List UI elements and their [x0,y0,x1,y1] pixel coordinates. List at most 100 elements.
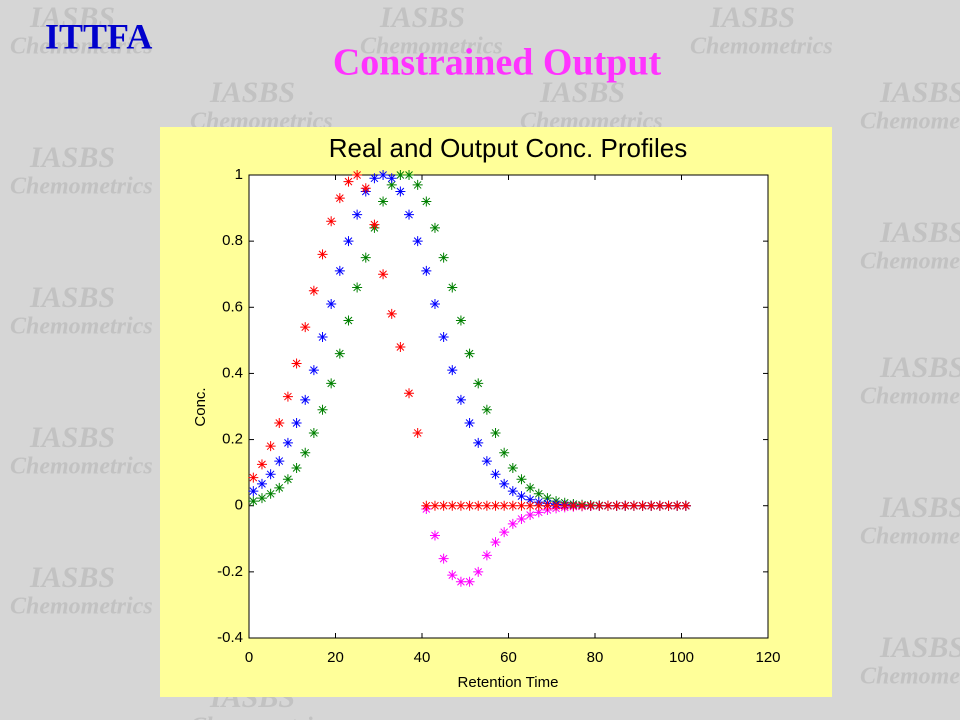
x-tick-label: 120 [755,649,780,666]
data-point [568,500,579,511]
data-point [282,437,293,448]
watermark-logo: IASBS [879,351,960,384]
data-point [248,486,259,497]
data-point [490,469,501,480]
watermark-logo: IASBS [709,1,795,34]
data-point [585,500,596,511]
data-point [481,550,492,561]
data-point [525,500,536,511]
data-point [447,282,458,293]
data-point [369,219,380,230]
data-point [265,441,276,452]
watermark-text: Chemometrics [360,34,503,60]
watermark-text: Chemometrics [860,664,960,690]
data-point [429,298,440,309]
data-point [490,537,501,548]
data-point [481,500,492,511]
data-point [429,530,440,541]
data-point [516,491,527,502]
data-point [464,576,475,587]
data-point [464,418,475,429]
data-point [248,472,259,483]
watermark-text: Chemometrics [10,34,153,60]
data-point [256,478,267,489]
data-point [378,196,389,207]
data-point [533,488,544,499]
data-point [326,378,337,389]
x-tick-label: 20 [327,649,344,666]
watermark-logo: IASBS [379,1,465,34]
y-tick-label: -0.2 [217,563,243,580]
badge: ITTFA [45,16,152,56]
data-point [455,576,466,587]
data-point [680,500,691,511]
watermark-text: Chemometrics [860,524,960,550]
data-point [551,500,562,511]
slide-title: Constrained Output [333,42,662,84]
data-point [326,216,337,227]
data-point [412,236,423,247]
y-tick-label: 0.8 [222,232,243,249]
data-point [620,500,631,511]
data-point [386,173,397,184]
data-point [602,500,613,511]
data-point [542,493,553,504]
watermark-logo: IASBS [29,421,115,454]
data-point [473,378,484,389]
data-point [317,404,328,415]
data-point [334,348,345,359]
data-point [421,265,432,276]
data-point [317,332,328,343]
data-point [291,418,302,429]
data-point [447,500,458,511]
data-point [646,500,657,511]
data-point [490,427,501,438]
data-point [507,518,518,529]
data-point [343,236,354,247]
data-point [438,500,449,511]
y-tick-label: 1 [235,166,243,183]
watermark-text: Chemometrics [860,384,960,410]
watermark-text: Chemometrics [10,174,153,200]
data-point [533,507,544,518]
data-point [464,348,475,359]
data-point [438,553,449,564]
data-point [473,566,484,577]
data-point [412,427,423,438]
data-point [507,463,518,474]
watermark-text: Chemometrics [860,249,960,275]
data-point [533,500,544,511]
y-tick-label: 0.4 [222,364,243,381]
data-point [516,500,527,511]
data-point [343,315,354,326]
data-point [525,494,536,505]
data-point [525,482,536,493]
watermark-text: Chemometrics [10,594,153,620]
data-point [481,456,492,467]
data-point [404,388,415,399]
data-point [499,478,510,489]
data-point [429,222,440,233]
watermark-logo: IASBS [539,76,625,109]
data-point [308,427,319,438]
data-point [352,209,363,220]
data-point [282,391,293,402]
data-point [499,500,510,511]
data-point [516,513,527,524]
data-point [404,209,415,220]
data-point [447,570,458,581]
data-point [308,285,319,296]
watermark-text: Chemometrics [10,314,153,340]
data-point [256,459,267,470]
data-point [378,269,389,280]
data-point [386,308,397,319]
data-point [473,500,484,511]
data-point [499,527,510,538]
plot-area [248,174,769,639]
data-point [300,447,311,458]
data-point [672,500,683,511]
x-tick-label: 40 [414,649,431,666]
data-point [507,500,518,511]
data-point [499,447,510,458]
